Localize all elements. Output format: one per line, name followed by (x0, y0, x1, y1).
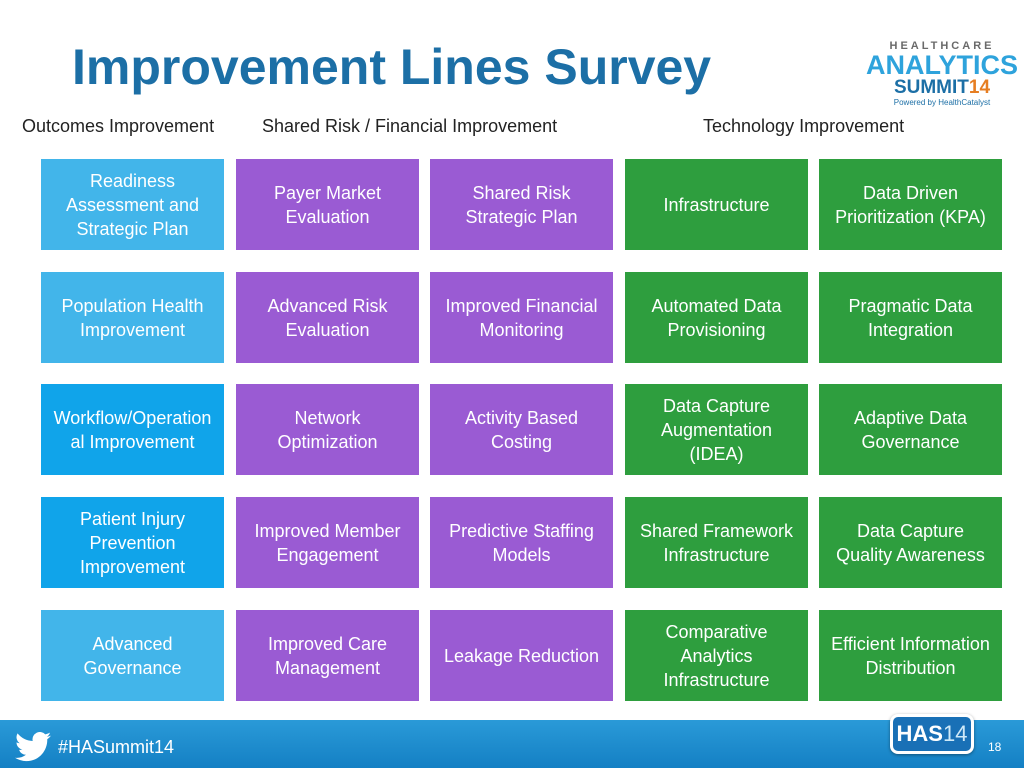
tile: Comparative Analytics Infrastructure (625, 610, 808, 701)
badge-text: HAS (896, 721, 943, 746)
logo-tagline: Powered by HealthCatalyst (893, 98, 991, 107)
tile: Improved Care Management (236, 610, 419, 701)
tile: Improved Financial Monitoring (430, 272, 613, 363)
logo-text: SUMMIT14 (862, 78, 1022, 98)
footer-bar (0, 720, 1024, 768)
tile: Pragmatic Data Integration (819, 272, 1002, 363)
logo-year: 14 (968, 77, 991, 98)
tile: Payer Market Evaluation (236, 159, 419, 250)
tile: Patient Injury Prevention Improvement (41, 497, 224, 588)
tile: Network Optimization (236, 384, 419, 475)
tile: Adaptive Data Governance (819, 384, 1002, 475)
twitter-icon (15, 732, 51, 762)
tile: Data Capture Quality Awareness (819, 497, 1002, 588)
logo-text: SUMMIT (893, 77, 969, 98)
tile: Population Health Improvement (41, 272, 224, 363)
tile: Shared Framework Infrastructure (625, 497, 808, 588)
tile: Advanced Risk Evaluation (236, 272, 419, 363)
tile: Efficient Information Distribution (819, 610, 1002, 701)
tile: Advanced Governance (41, 610, 224, 701)
badge-year: 14 (942, 721, 968, 746)
tile: Readiness Assessment and Strategic Plan (41, 159, 224, 250)
column-header: Technology Improvement (703, 116, 905, 136)
tile: Data Driven Prioritization (KPA) (819, 159, 1002, 250)
tile: Shared Risk Strategic Plan (430, 159, 613, 250)
logo: HEALTHCARE ANALYTICS SUMMIT14 Powered by… (862, 40, 1022, 107)
tile: Predictive Staffing Models (430, 497, 613, 588)
tile: Activity Based Costing (430, 384, 613, 475)
tile: Workflow/Operational Improvement (41, 384, 224, 475)
logo-text: HEALTHCARE (889, 40, 995, 52)
logo-text: ANALYTICS (865, 50, 1019, 80)
tile: Improved Member Engagement (236, 497, 419, 588)
column-header: Shared Risk / Financial Improvement (262, 116, 558, 136)
column-header: Outcomes Improvement (22, 116, 215, 136)
hashtag: #HASummit14 (58, 737, 175, 757)
tile: Leakage Reduction (430, 610, 613, 701)
slide-title: Improvement Lines Survey (72, 39, 712, 95)
tile: Infrastructure (625, 159, 808, 250)
page-number: 18 (988, 740, 1002, 754)
tile: Automated Data Provisioning (625, 272, 808, 363)
tile: Data Capture Augmentation (IDEA) (625, 384, 808, 475)
badge: HAS14 (890, 714, 974, 754)
